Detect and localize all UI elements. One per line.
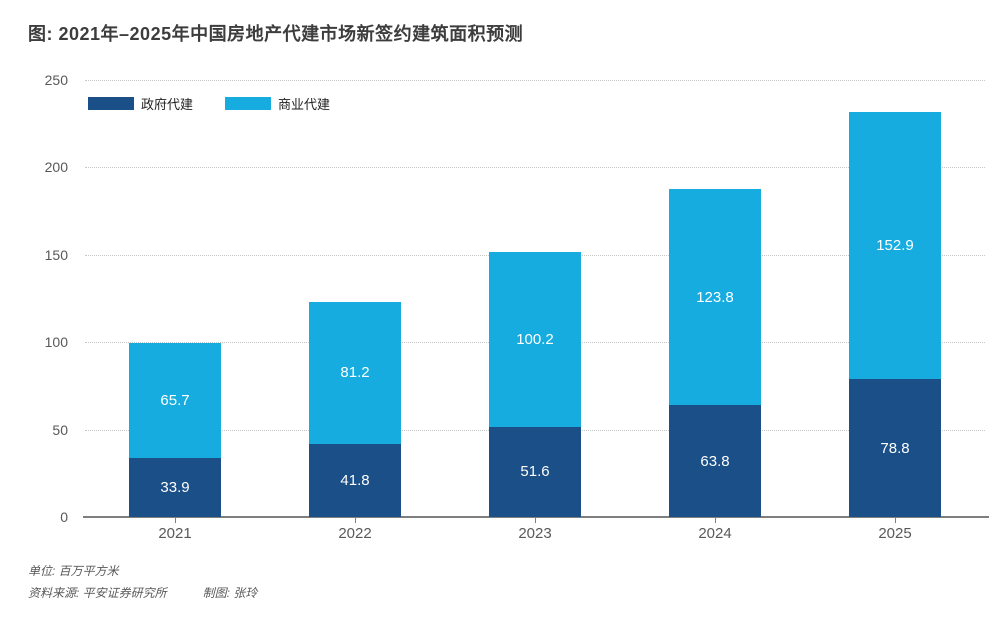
x-tick-label-2023: 2023: [518, 525, 552, 542]
legend-swatch-icon: [225, 97, 272, 110]
bar-value-label: 41.8: [340, 471, 370, 489]
x-axis-line: [83, 516, 989, 518]
plot-area: 政府代建 商业代建 33.9 65.7 2021 41.8 81.2 2022 51.6 100…: [83, 80, 989, 542]
y-tick-label-250: 250: [44, 72, 68, 88]
x-tick-2025: [895, 518, 896, 523]
bar-segment-2021-商业代建: 65.7: [129, 342, 221, 458]
legend-swatch-icon: [88, 97, 134, 110]
bar-value-label: 33.9: [160, 478, 190, 496]
legend-label: 商业代建: [278, 97, 331, 112]
bar-segment-2021-政府代建: 33.9: [129, 457, 221, 517]
bar-value-label: 81.2: [340, 364, 370, 382]
x-tick-2022: [355, 518, 356, 523]
bar-value-label: 63.8: [700, 452, 730, 470]
bar-segment-2022-政府代建: 41.8: [309, 443, 401, 517]
legend: 政府代建 商业代建: [88, 94, 330, 113]
bar-value-label: 100.2: [516, 330, 554, 348]
y-tick-label-0: 0: [60, 509, 68, 525]
y-tick-label-200: 200: [44, 159, 68, 176]
y-tick-label-100: 100: [44, 334, 68, 351]
bar-segment-2025-商业代建: 152.9: [849, 111, 941, 380]
bar-value-label: 152.9: [876, 237, 914, 255]
y-tick-label-50: 50: [52, 421, 68, 438]
bar-segment-2024-商业代建: 123.8: [669, 189, 761, 406]
legend-label: 政府代建: [141, 97, 194, 112]
x-tick-2023: [535, 518, 536, 523]
bar-segment-2023-政府代建: 51.6: [489, 426, 581, 517]
x-tick-2024: [715, 518, 716, 523]
bar-segment-2023-商业代建: 100.2: [489, 251, 581, 427]
chart-title: 图: 2021年–2025年中国房地产代建市场新签约建筑面积预测: [28, 24, 524, 44]
footer: 单位: 百万平方米 资料来源: 平安证券研究所 制图: 张玲: [28, 560, 257, 604]
bar-value-label: 51.6: [520, 463, 550, 481]
footer-source: 资料来源: 平安证券研究所: [28, 586, 167, 600]
x-tick-label-2024: 2024: [698, 525, 732, 542]
gridline-200: [85, 167, 985, 169]
footer-unit: 单位: 百万平方米: [28, 564, 119, 578]
legend-item-商业代建: 商业代建: [225, 94, 330, 113]
bar-segment-2025-政府代建: 78.8: [849, 379, 941, 517]
y-tick-label-150: 150: [44, 246, 68, 263]
bar-value-label: 123.8: [696, 288, 734, 306]
x-tick-2021: [175, 518, 176, 523]
x-tick-label-2025: 2025: [878, 525, 912, 542]
bar-segment-2022-商业代建: 81.2: [309, 301, 401, 444]
footer-credit: 制图: 张玲: [202, 586, 258, 600]
gridline-250: [85, 80, 985, 81]
x-tick-label-2021: 2021: [158, 525, 192, 542]
legend-item-政府代建: 政府代建: [88, 94, 193, 113]
bar-segment-2024-政府代建: 63.8: [669, 405, 761, 517]
x-tick-label-2022: 2022: [338, 525, 372, 542]
bar-value-label: 65.7: [160, 391, 190, 409]
bar-value-label: 78.8: [880, 439, 910, 457]
